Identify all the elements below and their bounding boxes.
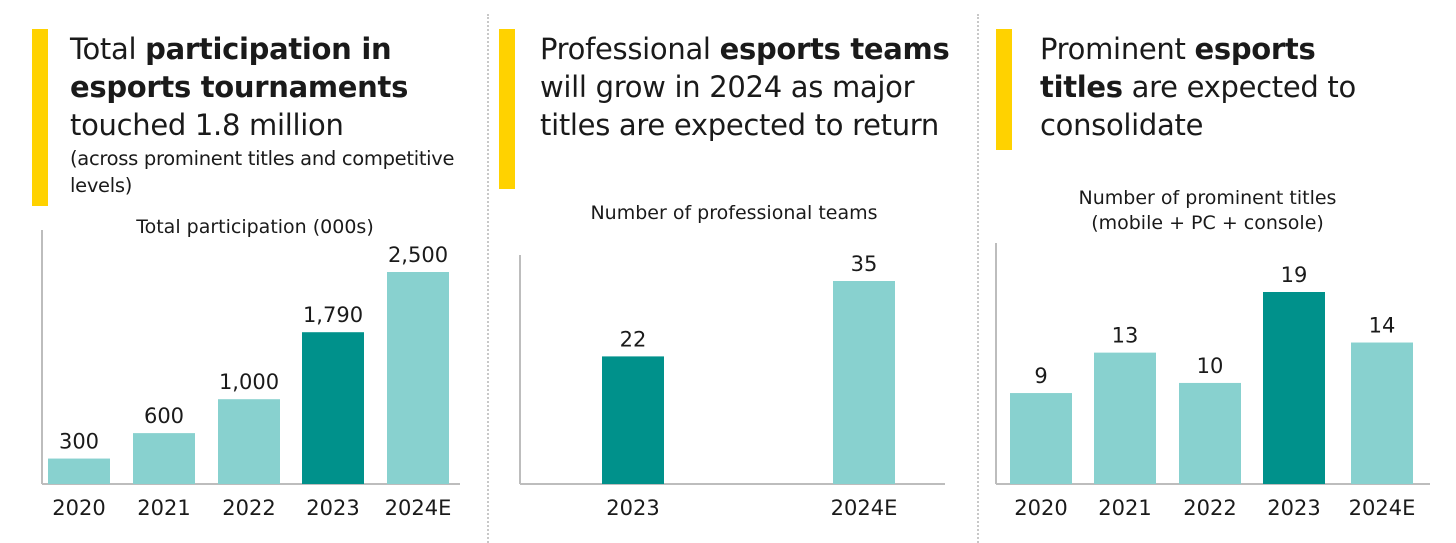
x-tick-label: 2023 <box>606 496 659 520</box>
value-label: 14 <box>1369 314 1396 338</box>
x-tick-label: 2024E <box>831 496 898 520</box>
headline: Total participation in esports tournamen… <box>70 30 470 199</box>
value-label: 1,000 <box>219 370 279 394</box>
bar-2023 <box>1263 292 1325 484</box>
headline-part: esports teams <box>719 32 950 66</box>
headline-part: touched 1.8 million <box>70 108 344 142</box>
bar-2022 <box>1179 382 1241 484</box>
bar-2021 <box>1094 352 1156 484</box>
chart-participation: 300 2020 600 2021 1,000 2022 1,790 2023 2,500 202… <box>41 230 460 520</box>
headline-part: Professional <box>540 32 720 66</box>
chart-title: Number of prominent titles (mobile + PC … <box>1078 187 1337 234</box>
chart-teams: 22 2023 35 2024E <box>519 252 945 520</box>
value-label: 10 <box>1197 354 1224 378</box>
bar-2020 <box>48 458 110 484</box>
headline: Prominent esports titles are expected to… <box>1040 30 1370 144</box>
panel-divider <box>487 14 489 543</box>
x-tick-label: 2021 <box>137 496 190 520</box>
x-tick-label: 2020 <box>1014 496 1067 520</box>
headline-part: Prominent <box>1040 32 1195 66</box>
x-tick-label: 2022 <box>1183 496 1236 520</box>
value-label: 22 <box>620 327 647 351</box>
headline: Professional esports teams will grow in … <box>540 30 960 144</box>
accent-bar <box>996 29 1012 150</box>
chart-title: Number of professional teams <box>590 202 878 224</box>
bar-2021 <box>133 433 195 484</box>
x-tick-label: 2022 <box>222 496 275 520</box>
panel-teams: Professional esports teams will grow in … <box>499 29 960 520</box>
accent-bar <box>499 29 515 189</box>
headline-part: will grow in 2024 as major titles are ex… <box>540 70 939 142</box>
headline-part: esports titles <box>1040 32 1316 104</box>
x-tick-label: 2021 <box>1098 496 1151 520</box>
headline-part: Total <box>70 32 146 66</box>
x-tick-label: 2023 <box>1267 496 1320 520</box>
value-label: 19 <box>1281 263 1308 287</box>
panel-participation: Total participation in esports tournamen… <box>0 0 480 543</box>
bar-2024E <box>387 272 449 484</box>
bar-2023 <box>602 356 664 484</box>
headline-part: are expected to consolidate <box>1040 70 1356 142</box>
value-label: 2,500 <box>388 243 448 267</box>
value-label: 13 <box>1112 324 1139 348</box>
x-tick-label: 2020 <box>52 496 105 520</box>
accent-bar <box>32 29 48 206</box>
x-tick-label: 2023 <box>306 496 359 520</box>
x-tick-label: 2024E <box>385 496 452 520</box>
bar-2022 <box>218 399 280 484</box>
chart-title: Total participation (000s) <box>136 216 374 238</box>
bar-2024E <box>833 281 895 484</box>
panel-divider <box>977 14 979 543</box>
bar-2023 <box>302 332 364 484</box>
value-label: 300 <box>59 430 99 454</box>
bar-2024E <box>1351 342 1413 484</box>
headline-part: participation in esports tournaments <box>70 32 409 104</box>
value-label: 35 <box>851 252 878 276</box>
x-tick-label: 2024E <box>1349 496 1416 520</box>
value-label: 9 <box>1034 364 1047 388</box>
value-label: 1,790 <box>303 303 363 327</box>
value-label: 600 <box>144 404 184 428</box>
bar-2020 <box>1010 393 1072 484</box>
headline-subtext: (across prominent titles and competitive… <box>70 147 455 197</box>
